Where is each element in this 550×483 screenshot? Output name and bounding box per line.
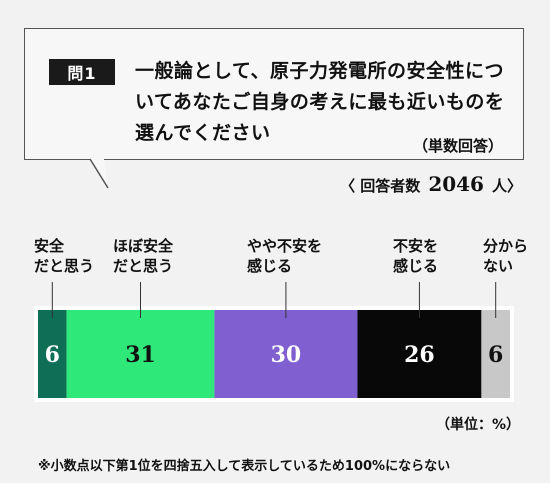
bar-value-label: 6: [488, 342, 503, 368]
question-box: 問1 一般論として、原子力発電所の安全性についてあなたご自身の考えに最も近いもの…: [24, 28, 524, 160]
unit-label: （単位：%）: [435, 417, 520, 433]
bar-value-label: 6: [45, 342, 60, 368]
category-label: やや不安を 感じる: [247, 237, 323, 275]
question-number-badge: 問1: [49, 59, 115, 85]
bar-segment: [66, 310, 215, 398]
footnote: ※小数点以下第1位を四捨五入して表示しているため100%にならない: [38, 459, 451, 474]
category-label: ほぼ安全 だと思う: [113, 237, 174, 275]
speech-bubble-tail: [89, 158, 109, 189]
bar-value-label: 26: [404, 342, 435, 368]
question-text: 一般論として、原子力発電所の安全性についてあなたご自身の考えに最も近いものを選ん…: [135, 60, 505, 144]
respondent-count: 〈 回答者数 2046 人〉: [340, 172, 522, 196]
answer-type-note: （単数回答）: [412, 137, 503, 155]
respondent-unit: 人〉: [491, 177, 522, 195]
bar-value-label: 30: [271, 342, 302, 368]
bar-segment: [214, 310, 358, 398]
bar-segment: [357, 310, 482, 398]
respondent-label: 〈 回答者数: [340, 177, 421, 195]
bar-segment: [38, 310, 67, 398]
category-label: 不安を 感じる: [393, 237, 439, 275]
bar-segment: [481, 310, 510, 398]
category-label: 分から ない: [483, 237, 529, 275]
bar-value-label: 31: [125, 342, 156, 368]
category-label: 安全 だと思う: [34, 237, 95, 275]
respondent-number: 2046: [428, 172, 484, 196]
